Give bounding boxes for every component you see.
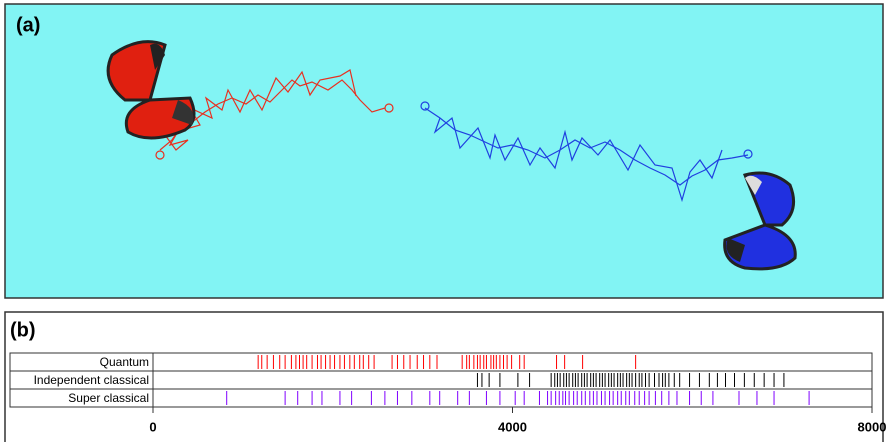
plot-frame: [9, 352, 873, 408]
butterfly-blue: [723, 171, 797, 271]
row-label: Super classical: [68, 391, 149, 405]
x-tick-label: 8000: [858, 419, 887, 434]
row-label: Independent classical: [34, 373, 149, 387]
panel-label: (a): [16, 14, 40, 36]
x-tick-label: 4000: [498, 419, 527, 434]
x-tick-label: 0: [149, 419, 156, 434]
red-trajectory: [155, 69, 394, 160]
butterfly-red: [106, 40, 196, 140]
row-label: Quantum: [100, 355, 149, 369]
raster-plot: Quantum Independent classical Super classi…: [9, 352, 887, 434]
panel-b-background: [4, 311, 884, 442]
panel-label: (b): [10, 319, 36, 341]
blue-trajectory: [420, 101, 753, 203]
